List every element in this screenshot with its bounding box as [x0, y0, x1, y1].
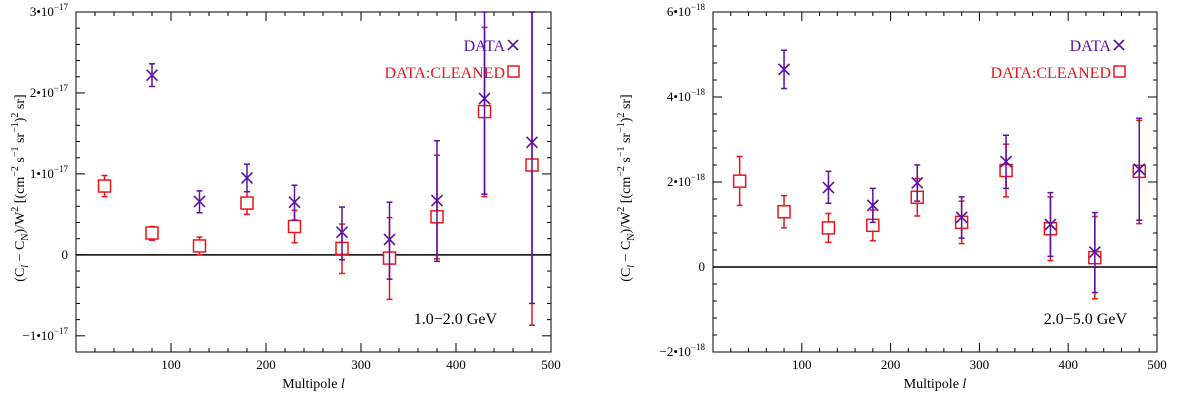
data-point-x	[822, 181, 835, 194]
y-tick-label: 2•10−18	[667, 172, 706, 189]
data-point-x	[525, 136, 539, 149]
data-point-x	[777, 63, 791, 76]
y-tick-label: 1•10−17	[30, 164, 69, 181]
chart-panel-1: 100 200 300 400 500 −1•10−17 0 1•10−17 2•10−17 3•…	[10, 2, 561, 392]
data-point-x	[999, 155, 1013, 168]
x-tick-label: 200	[256, 357, 276, 372]
x-tick-label: 200	[881, 357, 901, 372]
data-point-x	[193, 195, 206, 208]
data-point-x	[1044, 218, 1057, 231]
cleaned-point-square	[97, 179, 112, 193]
cleaned-point-square	[287, 219, 302, 234]
cleaned-point-square	[821, 221, 836, 235]
x-tick-label: 400	[1058, 357, 1078, 372]
data-point-x	[240, 171, 254, 185]
y-axis-label: (Cl − CN)/W2 [(cm−2 s−1 sr−1)2 sr]	[10, 94, 31, 281]
data-point-x	[430, 194, 444, 207]
legend-label-data: DATA	[1070, 38, 1112, 55]
data-point-x	[145, 69, 159, 82]
data-point-x	[866, 199, 879, 212]
legend-label-cleaned: DATA:CLEANED	[991, 65, 1111, 82]
y-tick-label: 4•10−18	[667, 87, 706, 104]
legend: DATA DATA:CLEANED	[991, 38, 1126, 82]
legend-marker-square	[507, 65, 520, 78]
data-point-x	[478, 92, 491, 105]
y-tick-label: 6•10−18	[667, 2, 706, 19]
y-axis-label: (Cl − CN)/W2 [(cm−2 s−1 sr−1)2 sr]	[616, 94, 637, 281]
energy-range-label: 1.0−2.0 GeV	[414, 311, 498, 328]
y-tick-label: 3•10−17	[30, 2, 69, 19]
x-axis-label: Multipole l	[904, 377, 967, 392]
cleaned-point-square	[732, 174, 747, 188]
legend-marker-square	[1113, 65, 1126, 78]
data-point-x	[911, 176, 924, 189]
legend: DATA DATA:CLEANED	[385, 38, 520, 82]
y-tick-label: −1•10−17	[23, 326, 69, 343]
x-tick-label: 500	[541, 357, 561, 372]
legend-label-data: DATA	[464, 38, 506, 55]
y-tick-label: 0	[699, 259, 706, 274]
y-tick-label: 0	[62, 247, 69, 262]
energy-range-label: 2.0−5.0 GeV	[1044, 311, 1128, 328]
x-tick-label: 300	[970, 357, 990, 372]
data-point-x	[288, 196, 301, 209]
x-tick-label: 100	[161, 357, 181, 372]
legend-label-cleaned: DATA:CLEANED	[385, 65, 505, 82]
data-point-x	[335, 226, 349, 239]
chart-panel-2: 100 200 300 400 500 −2•10−18 0 2•10−18 4•10−18 6•…	[616, 2, 1167, 392]
plot-frame	[75, 11, 552, 353]
data-point-x	[383, 233, 396, 246]
x-tick-label: 500	[1147, 357, 1167, 372]
y-tick-label: 2•10−17	[30, 83, 69, 100]
x-tick-label: 100	[792, 357, 812, 372]
legend-marker-x	[1113, 39, 1125, 51]
x-tick-label: 400	[446, 357, 466, 372]
x-tick-label: 300	[351, 357, 371, 372]
cleaned-point-square	[192, 239, 207, 253]
legend-marker-x	[507, 39, 519, 51]
plot-frame	[712, 11, 1158, 353]
cleaned-point-square	[777, 205, 791, 219]
y-tick-label: −2•10−18	[660, 342, 706, 359]
x-axis-label: Multipole l	[282, 377, 345, 392]
cleaned-point-square	[240, 196, 254, 210]
data-point-x	[1088, 246, 1101, 259]
cleaned-point-square	[145, 226, 159, 240]
data-point-x	[1133, 163, 1146, 176]
data-point-x	[955, 211, 968, 224]
